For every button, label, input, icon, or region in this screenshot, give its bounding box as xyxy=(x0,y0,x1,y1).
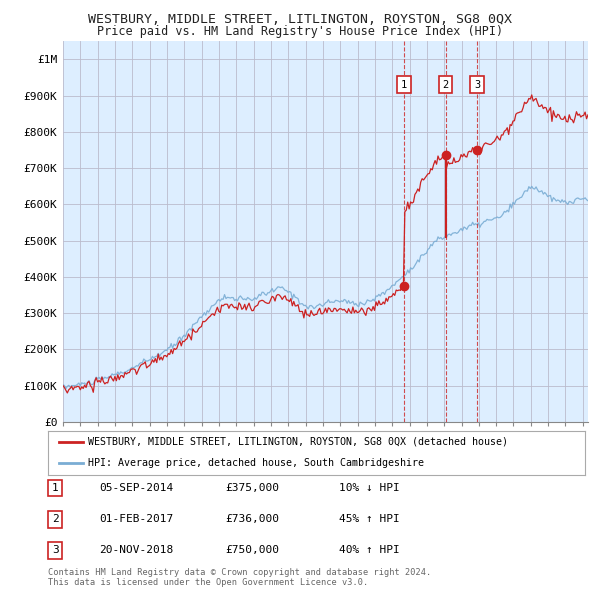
Text: 3: 3 xyxy=(52,546,59,555)
Text: 1: 1 xyxy=(52,483,59,493)
Text: Contains HM Land Registry data © Crown copyright and database right 2024.
This d: Contains HM Land Registry data © Crown c… xyxy=(48,568,431,587)
Text: 1: 1 xyxy=(401,80,407,90)
Text: WESTBURY, MIDDLE STREET, LITLINGTON, ROYSTON, SG8 0QX (detached house): WESTBURY, MIDDLE STREET, LITLINGTON, ROY… xyxy=(88,437,508,447)
Text: 20-NOV-2018: 20-NOV-2018 xyxy=(99,546,173,555)
Text: 2: 2 xyxy=(442,80,449,90)
Text: 10% ↓ HPI: 10% ↓ HPI xyxy=(339,483,400,493)
Text: 05-SEP-2014: 05-SEP-2014 xyxy=(99,483,173,493)
Text: HPI: Average price, detached house, South Cambridgeshire: HPI: Average price, detached house, Sout… xyxy=(88,458,424,467)
Text: £750,000: £750,000 xyxy=(225,546,279,555)
Text: 2: 2 xyxy=(52,514,59,524)
Text: £375,000: £375,000 xyxy=(225,483,279,493)
Text: 45% ↑ HPI: 45% ↑ HPI xyxy=(339,514,400,524)
Text: £736,000: £736,000 xyxy=(225,514,279,524)
Text: WESTBURY, MIDDLE STREET, LITLINGTON, ROYSTON, SG8 0QX: WESTBURY, MIDDLE STREET, LITLINGTON, ROY… xyxy=(88,13,512,26)
Text: Price paid vs. HM Land Registry's House Price Index (HPI): Price paid vs. HM Land Registry's House … xyxy=(97,25,503,38)
Text: 3: 3 xyxy=(474,80,480,90)
Text: 01-FEB-2017: 01-FEB-2017 xyxy=(99,514,173,524)
Text: 40% ↑ HPI: 40% ↑ HPI xyxy=(339,546,400,555)
